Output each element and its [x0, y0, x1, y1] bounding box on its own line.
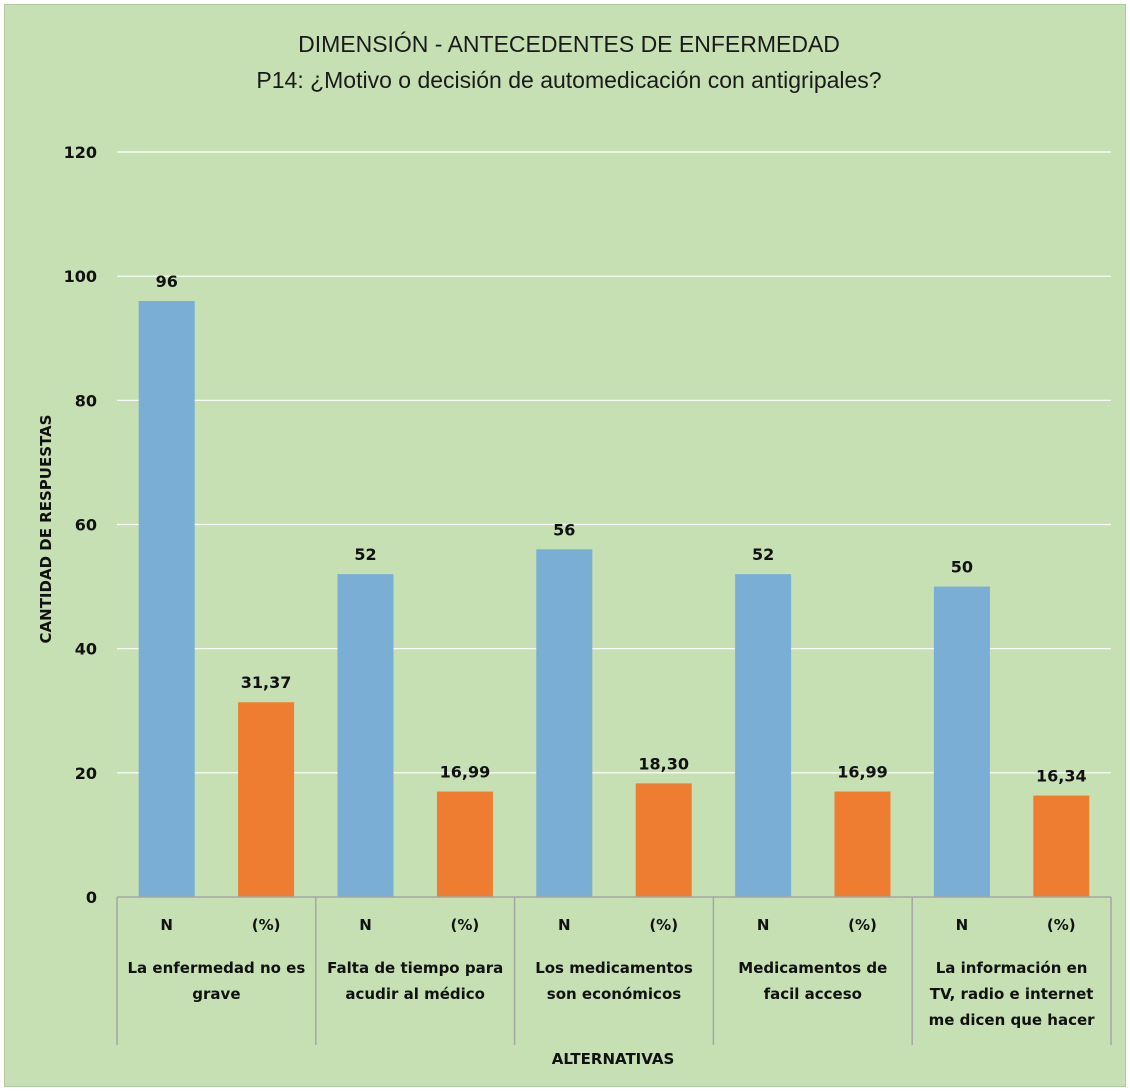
data-label: 18,30: [638, 754, 689, 773]
chart-subtitle: P14: ¿Motivo o decisión de automedicació…: [256, 67, 881, 93]
y-tick-label: 100: [64, 267, 97, 286]
x-category-label: La información en: [936, 959, 1088, 977]
y-tick-label: 20: [75, 764, 97, 783]
x-subcategory-label: N: [558, 916, 571, 934]
bar-percent: [436, 791, 493, 897]
bar-n: [337, 574, 394, 897]
chart-area: DIMENSIÓN - ANTECEDENTES DE ENFERMEDAD P…: [4, 4, 1126, 1087]
y-tick-label: 40: [75, 640, 97, 659]
x-subcategory-label: N: [757, 916, 770, 934]
bar-n: [933, 586, 990, 897]
x-subcategory-label: (%): [848, 916, 877, 934]
x-category-label: acudir al médico: [345, 985, 485, 1003]
x-category-label: TV, radio e internet: [930, 985, 1094, 1003]
x-subcategory-label: N: [956, 916, 969, 934]
x-axis: N (%) La enfermedad no es grave N (%) Falta de…: [116, 896, 1112, 1045]
y-tick-label: 80: [75, 391, 97, 410]
data-label: 52: [752, 545, 774, 564]
bar-n: [138, 301, 195, 897]
x-subcategory-label: N: [160, 916, 173, 934]
x-category-label: me dicen que hacer: [929, 1011, 1096, 1029]
data-label: 96: [156, 272, 178, 291]
x-axis-title: ALTERNATIVAS: [552, 1050, 675, 1068]
bar-percent: [635, 783, 692, 897]
bar-percent: [238, 702, 295, 897]
chart-title: DIMENSIÓN - ANTECEDENTES DE ENFERMEDAD: [298, 31, 840, 57]
data-label: 56: [553, 520, 575, 539]
y-tick-label: 0: [86, 888, 97, 907]
x-category-label: Medicamentos de: [738, 959, 887, 977]
bar-percent: [834, 791, 891, 897]
data-label: 31,37: [241, 673, 292, 692]
bar-n: [735, 574, 792, 897]
x-subcategory-label: (%): [649, 916, 678, 934]
y-tick-label: 60: [75, 516, 97, 535]
x-category-label: facil acceso: [764, 985, 862, 1003]
data-label: 16,99: [837, 763, 888, 782]
bars: 96 31,37 52 16,99 56 18,30 52 16,99 50 16,34: [138, 272, 1090, 897]
x-category-label: Falta de tiempo para: [327, 959, 503, 977]
x-subcategory-label: (%): [1047, 916, 1076, 934]
x-subcategory-label: (%): [451, 916, 480, 934]
data-label: 50: [951, 558, 973, 577]
data-label: 52: [354, 545, 376, 564]
x-category-label: son económicos: [547, 985, 681, 1003]
x-category-label: grave: [192, 985, 240, 1003]
x-category-label: Los medicamentos: [535, 959, 693, 977]
bar-percent: [1033, 795, 1090, 897]
data-label: 16,99: [440, 763, 491, 782]
x-category-label: La enfermedad no es: [128, 959, 306, 977]
y-axis-title: CANTIDAD DE RESPUESTAS: [37, 415, 55, 644]
x-subcategory-label: N: [359, 916, 372, 934]
data-label: 16,34: [1036, 767, 1087, 786]
y-tick-label: 120: [64, 143, 97, 162]
bar-chart: DIMENSIÓN - ANTECEDENTES DE ENFERMEDAD P…: [37, 31, 1112, 1068]
x-subcategory-label: (%): [252, 916, 281, 934]
bar-n: [536, 549, 593, 897]
